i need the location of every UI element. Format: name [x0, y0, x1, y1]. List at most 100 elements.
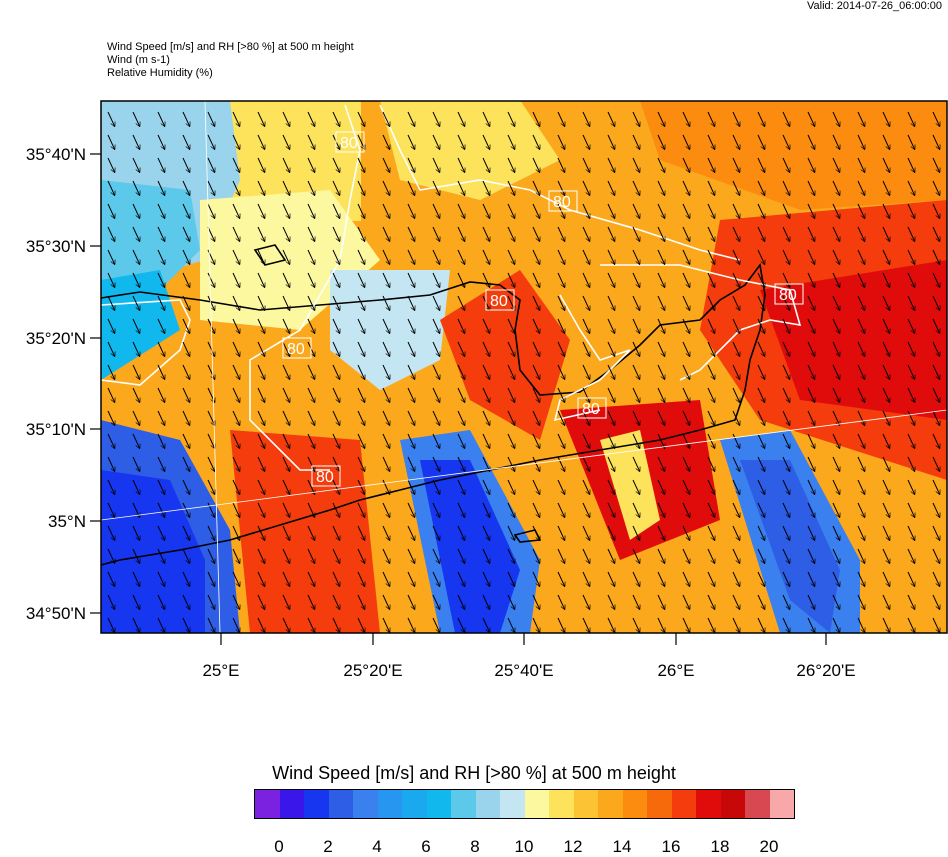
wind-arrow	[132, 318, 140, 333]
wind-arrow	[907, 295, 915, 310]
wind-arrow	[607, 410, 615, 425]
colorbar-swatch	[524, 790, 549, 818]
wind-arrow	[657, 525, 665, 540]
wind-arrow	[232, 456, 240, 471]
wind-arrow	[132, 594, 140, 609]
wind-arrow	[782, 502, 790, 517]
wind-arrow	[257, 525, 265, 540]
wind-arrow	[732, 617, 740, 632]
wind-arrow	[232, 617, 240, 632]
wind-arrow	[657, 111, 665, 126]
wind-arrow	[432, 525, 440, 540]
wind-arrow	[657, 180, 665, 195]
wind-arrow	[682, 525, 690, 540]
wind-arrow	[107, 387, 115, 402]
wind-arrow	[482, 249, 490, 264]
wind-arrow	[107, 249, 115, 264]
wind-arrow	[382, 180, 390, 195]
wind-arrow	[382, 226, 390, 241]
wind-arrow	[482, 594, 490, 609]
wind-arrow	[457, 203, 465, 218]
contour-label: 80	[779, 287, 797, 304]
wind-arrow	[132, 548, 140, 563]
wind-arrow	[457, 111, 465, 126]
wind-arrow	[482, 226, 490, 241]
wind-arrow	[907, 111, 915, 126]
lat-label: 35°N	[48, 512, 86, 531]
wind-arrow	[932, 180, 940, 195]
wind-arrow	[332, 479, 340, 494]
wind-arrow	[357, 410, 365, 425]
lon-label: 25°20'E	[343, 661, 402, 680]
wind-arrow	[857, 410, 865, 425]
wind-arrow	[807, 318, 815, 333]
wind-arrow	[532, 249, 540, 264]
wind-arrow	[182, 295, 190, 310]
wind-arrow	[432, 226, 440, 241]
wind-arrow	[307, 272, 315, 287]
wind-arrow	[282, 456, 290, 471]
ticks	[90, 153, 827, 645]
colorbar-swatch	[696, 790, 721, 818]
wind-arrow	[232, 433, 240, 448]
wind-arrow	[757, 226, 765, 241]
wind-arrow	[307, 548, 315, 563]
wind-arrow	[932, 479, 940, 494]
wind-arrow	[557, 272, 565, 287]
colorbar-label: 4	[372, 837, 382, 856]
wind-arrow	[482, 364, 490, 379]
wind-arrow	[482, 548, 490, 563]
wind-arrow	[332, 548, 340, 563]
wind-arrow	[632, 364, 640, 379]
wind-arrow	[857, 226, 865, 241]
wind-arrow	[882, 226, 890, 241]
wind-arrow	[282, 387, 290, 402]
wind-arrow	[357, 249, 365, 264]
wind-arrow	[132, 364, 140, 379]
wind-arrow	[332, 502, 340, 517]
wind-arrow	[457, 548, 465, 563]
wind-arrow	[832, 548, 840, 563]
wind-arrow	[757, 387, 765, 402]
wind-arrow	[882, 364, 890, 379]
wind-arrow	[807, 272, 815, 287]
wind-arrow	[582, 203, 590, 218]
wind-arrow	[507, 157, 515, 172]
wind-arrow	[632, 180, 640, 195]
wind-arrow	[557, 479, 565, 494]
wind-arrow	[357, 548, 365, 563]
wind-arrow	[857, 341, 865, 356]
wind-arrow	[382, 134, 390, 149]
wind-arrow	[782, 249, 790, 264]
wind-arrow	[457, 272, 465, 287]
wind-arrow	[532, 157, 540, 172]
wind-arrow	[557, 111, 565, 126]
wind-arrow	[432, 295, 440, 310]
wind-arrow	[107, 433, 115, 448]
wind-arrow	[807, 249, 815, 264]
lon-label: 25°E	[202, 661, 239, 680]
wind-arrow	[607, 272, 615, 287]
wind-arrow	[882, 433, 890, 448]
wind-arrow	[282, 548, 290, 563]
wind-arrow	[407, 249, 415, 264]
wind-arrow	[257, 571, 265, 586]
wind-arrow	[932, 387, 940, 402]
speed-field	[101, 101, 947, 633]
wind-arrow	[807, 548, 815, 563]
wind-arrow	[757, 433, 765, 448]
wind-arrow	[407, 341, 415, 356]
wind-arrow	[482, 456, 490, 471]
wind-arrow	[257, 111, 265, 126]
colorbar	[254, 789, 795, 819]
wind-arrow	[157, 594, 165, 609]
wind-arrow	[157, 525, 165, 540]
wind-arrow	[882, 272, 890, 287]
wind-arrow	[707, 502, 715, 517]
wind-arrow	[182, 111, 190, 126]
wind-arrow	[382, 295, 390, 310]
wind-arrow	[532, 479, 540, 494]
wind-arrow	[307, 571, 315, 586]
wind-arrow	[632, 502, 640, 517]
wind-arrow	[457, 617, 465, 632]
